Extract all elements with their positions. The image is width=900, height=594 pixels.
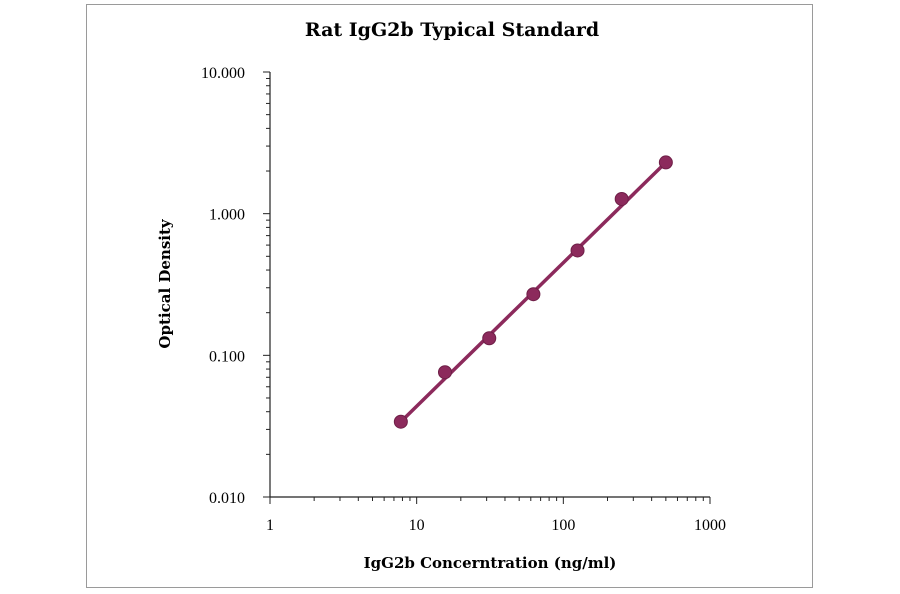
chart-title: Rat IgG2b Typical Standard	[305, 19, 599, 41]
x-tick-label: 1	[266, 517, 274, 534]
data-point	[614, 191, 629, 206]
data-point	[437, 365, 452, 380]
y-tick-label: 0.100	[209, 348, 245, 365]
data-point	[658, 155, 673, 170]
y-axis-label: Optical Density	[156, 218, 174, 348]
y-tick-label: 10.000	[201, 65, 245, 82]
chart-frame	[86, 4, 813, 588]
x-tick-label: 100	[551, 517, 575, 534]
data-point	[570, 243, 585, 258]
axes: 1 10 100 1000 0.010 0.100 1.000 10.000	[201, 65, 726, 534]
data-point	[393, 414, 408, 429]
data-point	[526, 287, 541, 302]
y-tick-label: 1.000	[209, 207, 245, 224]
x-tick-label: 1000	[694, 517, 726, 534]
x-axis-label: IgG2b Concerntration (ng/ml)	[364, 554, 617, 572]
y-tick-label: 0.010	[209, 490, 245, 507]
x-tick-label: 10	[409, 517, 425, 534]
data-point	[482, 331, 497, 346]
plot-area	[393, 155, 673, 429]
